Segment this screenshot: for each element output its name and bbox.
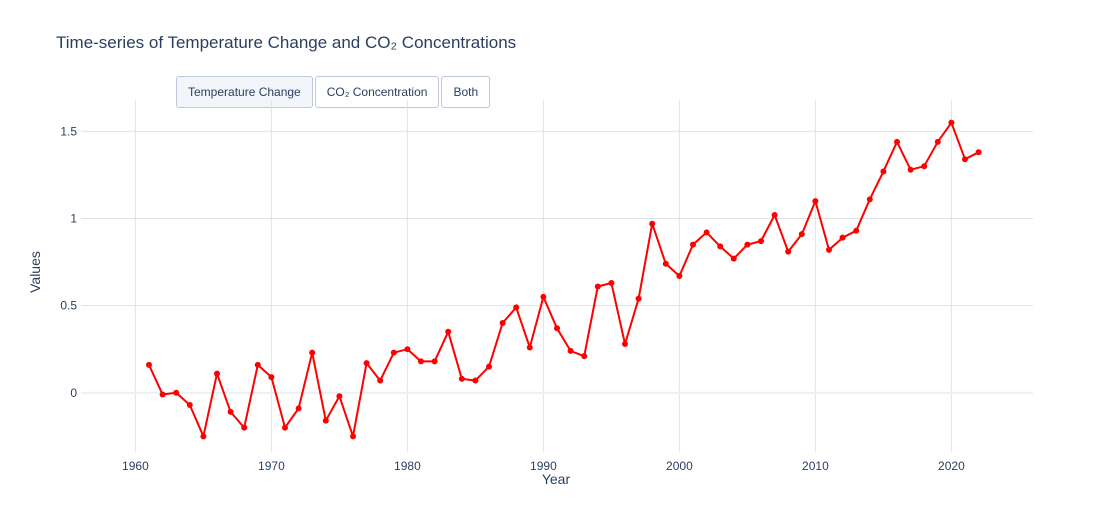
data-point[interactable]: [608, 279, 615, 286]
data-point[interactable]: [948, 119, 955, 126]
data-point[interactable]: [758, 238, 764, 245]
data-point[interactable]: [472, 377, 479, 384]
data-point[interactable]: [146, 361, 152, 368]
data-point[interactable]: [771, 212, 778, 219]
data-point[interactable]: [295, 405, 302, 412]
data-point[interactable]: [322, 417, 329, 424]
data-point[interactable]: [540, 293, 547, 300]
y-axis-title: Values: [27, 251, 43, 293]
series-line: [148, 121, 980, 438]
data-point[interactable]: [622, 340, 628, 347]
y-tick-label: 1.5: [60, 124, 77, 138]
x-tick-label: 1990: [530, 459, 557, 473]
x-tick-label: 2010: [802, 459, 829, 473]
data-point[interactable]: [934, 138, 941, 145]
data-point[interactable]: [730, 255, 737, 262]
data-point[interactable]: [785, 248, 792, 255]
co2-concentration-button[interactable]: CO₂ Concentration: [314, 76, 440, 108]
data-point[interactable]: [567, 347, 574, 354]
series-layer: [146, 119, 982, 440]
data-point[interactable]: [431, 358, 438, 365]
data-point[interactable]: [309, 349, 316, 356]
data-point[interactable]: [866, 196, 873, 203]
data-point[interactable]: [921, 163, 928, 170]
temperature-change-button[interactable]: Temperature Change: [176, 76, 313, 108]
y-tick-label: 0.5: [60, 299, 77, 313]
axes: 1960 1970 1980 1990 2000 2010 2020 0 0.5 1 1.5: [60, 124, 965, 473]
data-point[interactable]: [350, 433, 356, 440]
data-point[interactable]: [894, 138, 900, 145]
data-point[interactable]: [798, 231, 805, 238]
data-point[interactable]: [458, 375, 465, 382]
data-point[interactable]: [554, 325, 560, 332]
data-point[interactable]: [676, 273, 683, 279]
data-point[interactable]: [186, 401, 193, 408]
x-tick-label: 2000: [666, 459, 693, 473]
both-button[interactable]: Both: [441, 76, 491, 108]
x-tick-label: 1960: [122, 459, 149, 473]
data-point[interactable]: [812, 198, 819, 205]
data-point[interactable]: [581, 353, 588, 360]
data-point[interactable]: [282, 424, 288, 431]
x-axis-title: Year: [542, 471, 571, 487]
data-point[interactable]: [649, 220, 656, 227]
data-point[interactable]: [690, 241, 696, 248]
data-point[interactable]: [173, 389, 180, 396]
data-point[interactable]: [499, 320, 506, 327]
data-point[interactable]: [377, 377, 384, 384]
data-point[interactable]: [975, 149, 982, 156]
data-point[interactable]: [200, 433, 207, 440]
data-point[interactable]: [363, 360, 370, 367]
data-point[interactable]: [418, 358, 424, 365]
y-tick-label: 1: [70, 211, 77, 225]
data-point[interactable]: [227, 408, 234, 415]
x-tick-label: 1970: [258, 459, 285, 473]
data-point[interactable]: [336, 393, 343, 400]
data-point[interactable]: [486, 363, 492, 370]
data-point[interactable]: [214, 370, 220, 377]
y-tick-label: 0: [70, 386, 77, 400]
data-point[interactable]: [703, 229, 710, 236]
data-point[interactable]: [526, 344, 533, 351]
data-point[interactable]: [445, 328, 452, 335]
x-tick-label: 2020: [938, 459, 965, 473]
data-point[interactable]: [907, 166, 914, 173]
data-point[interactable]: [826, 246, 832, 253]
data-point[interactable]: [159, 391, 166, 398]
data-point[interactable]: [594, 283, 601, 290]
grid: [81, 100, 1033, 452]
data-point[interactable]: [404, 346, 411, 353]
data-point[interactable]: [744, 241, 751, 248]
data-point[interactable]: [717, 243, 724, 250]
data-point[interactable]: [390, 349, 397, 356]
data-point[interactable]: [962, 156, 968, 163]
data-point[interactable]: [241, 424, 248, 431]
data-point[interactable]: [254, 361, 261, 368]
data-point[interactable]: [662, 260, 669, 267]
data-point[interactable]: [880, 168, 887, 175]
data-point[interactable]: [839, 234, 846, 241]
data-point[interactable]: [635, 295, 642, 302]
chart-title: Time-series of Temperature Change and CO…: [56, 33, 517, 52]
data-point[interactable]: [268, 374, 275, 381]
view-toggle-group: Temperature Change CO₂ Concentration Bot…: [176, 76, 491, 108]
x-tick-label: 1980: [394, 459, 421, 473]
data-point[interactable]: [853, 227, 860, 234]
data-point[interactable]: [513, 304, 520, 311]
